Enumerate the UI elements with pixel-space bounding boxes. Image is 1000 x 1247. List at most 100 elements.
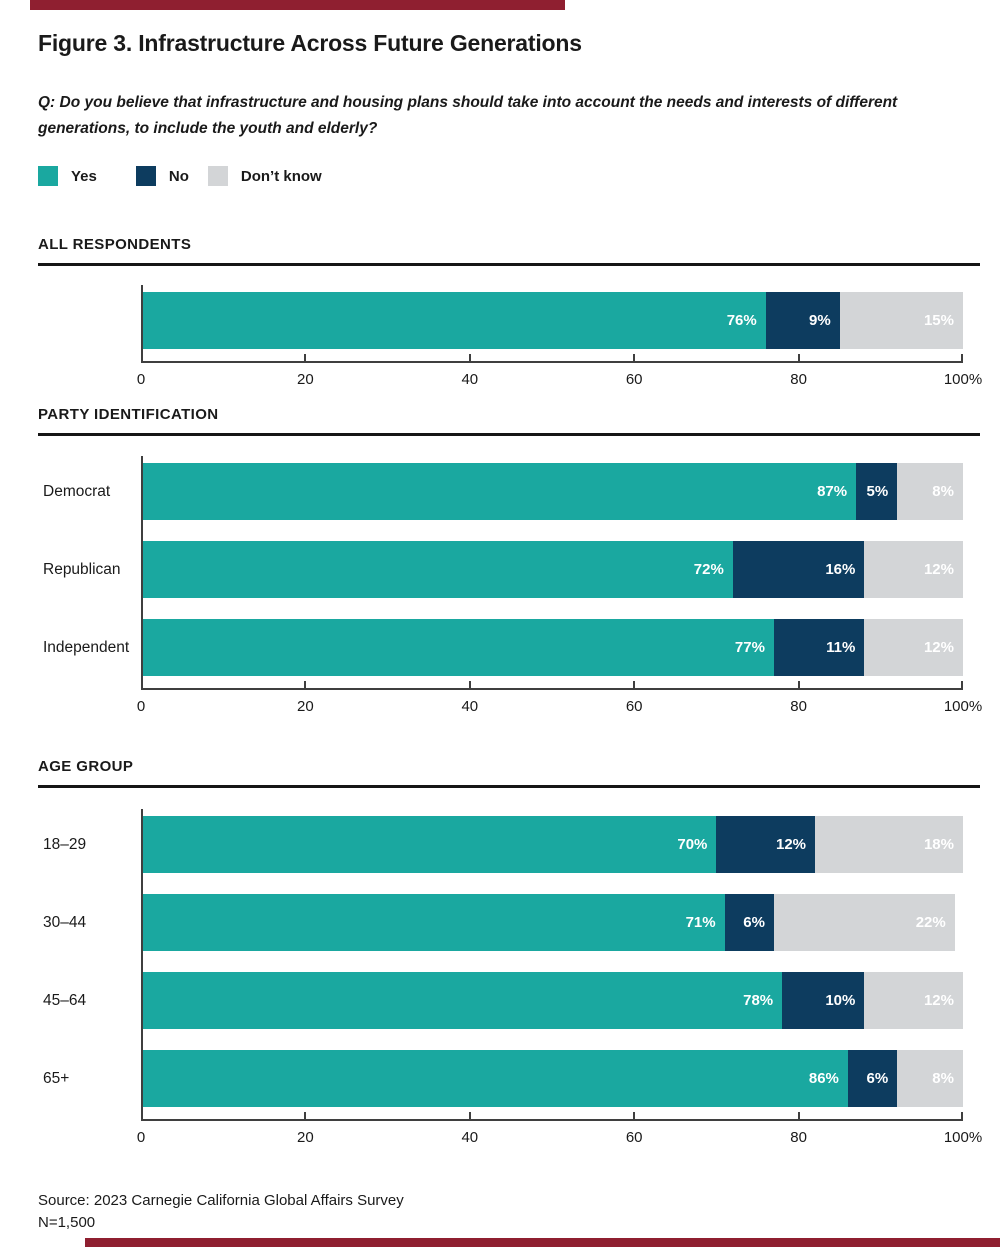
legend-swatch-dont-know <box>207 166 228 186</box>
value-label: 12% <box>923 639 954 656</box>
legend-item-dont-know: Don’t know <box>207 166 322 186</box>
axis-tick <box>633 1112 636 1121</box>
value-label: 12% <box>923 992 954 1009</box>
bar-segment-yes: 87% <box>141 463 857 520</box>
bar-segment-dont-know: 18% <box>815 816 963 873</box>
value-label: 78% <box>743 992 774 1009</box>
bar-segment-dont-know: 12% <box>864 619 963 676</box>
legend-item-no: No <box>135 166 189 186</box>
bar-track: 71% 6% 22% <box>141 894 963 951</box>
bar-segment-dont-know: 8% <box>897 1050 963 1107</box>
figure-title: Figure 3. Infrastructure Across Future G… <box>38 30 582 56</box>
category-label: 30–44 <box>43 913 87 931</box>
bar-track: 72% 16% 12% <box>141 541 963 598</box>
bar-row: 76% 9% 15% <box>38 292 980 349</box>
axis-tick-label: 0 <box>136 371 146 388</box>
value-label: 72% <box>693 561 724 578</box>
y-axis-line <box>141 809 143 1121</box>
axis-spacer <box>38 371 141 389</box>
stacked-bar-chart: 18–29 70% 12% 18% 30–44 71% 6% 22% 45–64 78% 10% 12… <box>38 809 982 1147</box>
legend-label-yes: Yes <box>71 167 97 185</box>
legend-label-no: No <box>168 167 189 185</box>
bottom-accent-bar <box>85 1238 1000 1247</box>
axis-tick-label: 0 <box>136 698 146 715</box>
value-label: 12% <box>775 836 807 853</box>
value-label: 86% <box>808 1070 839 1087</box>
x-axis-labels: 0 20 40 60 80 100% <box>38 1129 982 1147</box>
axis-spacer <box>38 1129 141 1147</box>
axis-tick <box>961 354 963 363</box>
axis-tick-label: 40 <box>461 371 479 388</box>
x-axis-labels-area: 0 20 40 60 80 100% <box>137 698 982 716</box>
category-label: 18–29 <box>43 835 87 853</box>
category-label: Independent <box>43 638 130 656</box>
axis-tick-label: 100% <box>943 698 983 715</box>
value-label: 87% <box>817 483 848 500</box>
bar-segment-dont-know: 22% <box>773 894 955 951</box>
bar-track: 77% 11% 12% <box>141 619 963 676</box>
value-label: 8% <box>932 1070 954 1087</box>
axis-tick <box>961 1112 963 1121</box>
axis-tick <box>304 354 307 363</box>
bar-segment-no: 12% <box>716 816 816 873</box>
axis-tick <box>961 681 963 690</box>
bar-row: Republican 72% 16% 12% <box>38 541 980 598</box>
sample-size: N=1,500 <box>38 1214 96 1231</box>
value-label: 76% <box>726 312 757 329</box>
axis-tick <box>797 1112 800 1121</box>
bar-segment-yes: 70% <box>141 816 717 873</box>
chart-section: ALL RESPONDENTS 76% 9% 15% 0 20 40 60 80 100% <box>38 236 982 389</box>
value-label: 9% <box>809 312 831 329</box>
axis-tick-label: 20 <box>297 371 314 388</box>
bar-segment-dont-know: 12% <box>864 972 963 1029</box>
x-axis-labels-area: 0 20 40 60 80 100% <box>137 1129 982 1147</box>
category-label <box>38 292 141 349</box>
x-axis-labels: 0 20 40 60 80 100% <box>38 698 982 716</box>
source-note: Source: 2023 Carnegie California Global … <box>38 1190 980 1234</box>
x-axis-labels: 0 20 40 60 80 100% <box>38 371 982 389</box>
bar-track: 78% 10% 12% <box>141 972 963 1029</box>
value-label: 8% <box>932 483 954 500</box>
axis-tick-label: 20 <box>297 1129 314 1146</box>
value-label: 16% <box>825 561 856 578</box>
chart-section: AGE GROUP 18–29 70% 12% 18% 30–44 71% 6% 22% 45–6… <box>38 758 982 1147</box>
category-label: 65+ <box>43 1069 70 1087</box>
bar-segment-dont-know: 8% <box>897 463 963 520</box>
axis-spacer <box>38 1119 141 1121</box>
x-axis-line <box>141 1112 963 1121</box>
bar-segment-yes: 72% <box>141 541 733 598</box>
x-axis <box>38 681 980 690</box>
axis-spacer <box>38 361 141 363</box>
stacked-bar-chart: 76% 9% 15% 0 20 40 60 80 100% <box>38 285 982 389</box>
bar-track: 87% 5% 8% <box>141 463 963 520</box>
category-label: Republican <box>43 560 121 578</box>
value-label: 70% <box>677 836 708 853</box>
top-accent-bar <box>30 0 565 10</box>
axis-tick-label: 80 <box>790 371 807 388</box>
bar-segment-dont-know: 12% <box>864 541 963 598</box>
bar-track: 70% 12% 18% <box>141 816 963 873</box>
x-axis <box>38 1112 980 1121</box>
bar-row: Independent 77% 11% 12% <box>38 619 980 676</box>
section-heading: PARTY IDENTIFICATION <box>38 406 980 436</box>
x-axis-labels-area: 0 20 40 60 80 100% <box>137 371 982 389</box>
bar-row: Democrat 87% 5% 8% <box>38 463 980 520</box>
axis-spacer <box>38 688 141 690</box>
bar-segment-dont-know: 15% <box>839 292 963 349</box>
y-axis-line <box>141 285 143 363</box>
category-label: 45–64 <box>43 991 87 1009</box>
axis-tick-label: 40 <box>461 1129 479 1146</box>
bar-row: 45–64 78% 10% 12% <box>38 972 980 1029</box>
bar-segment-yes: 86% <box>141 1050 848 1107</box>
value-label: 22% <box>915 914 946 931</box>
axis-tick <box>468 681 471 690</box>
axis-tick <box>797 681 800 690</box>
x-axis-line <box>141 681 963 690</box>
axis-tick-label: 60 <box>625 371 643 388</box>
value-label: 15% <box>923 312 954 329</box>
charts: ALL RESPONDENTS 76% 9% 15% 0 20 40 60 80 100% PART… <box>38 236 982 1147</box>
axis-tick-label: 80 <box>790 1129 807 1146</box>
x-axis-line <box>141 354 963 363</box>
axis-tick <box>304 1112 307 1121</box>
